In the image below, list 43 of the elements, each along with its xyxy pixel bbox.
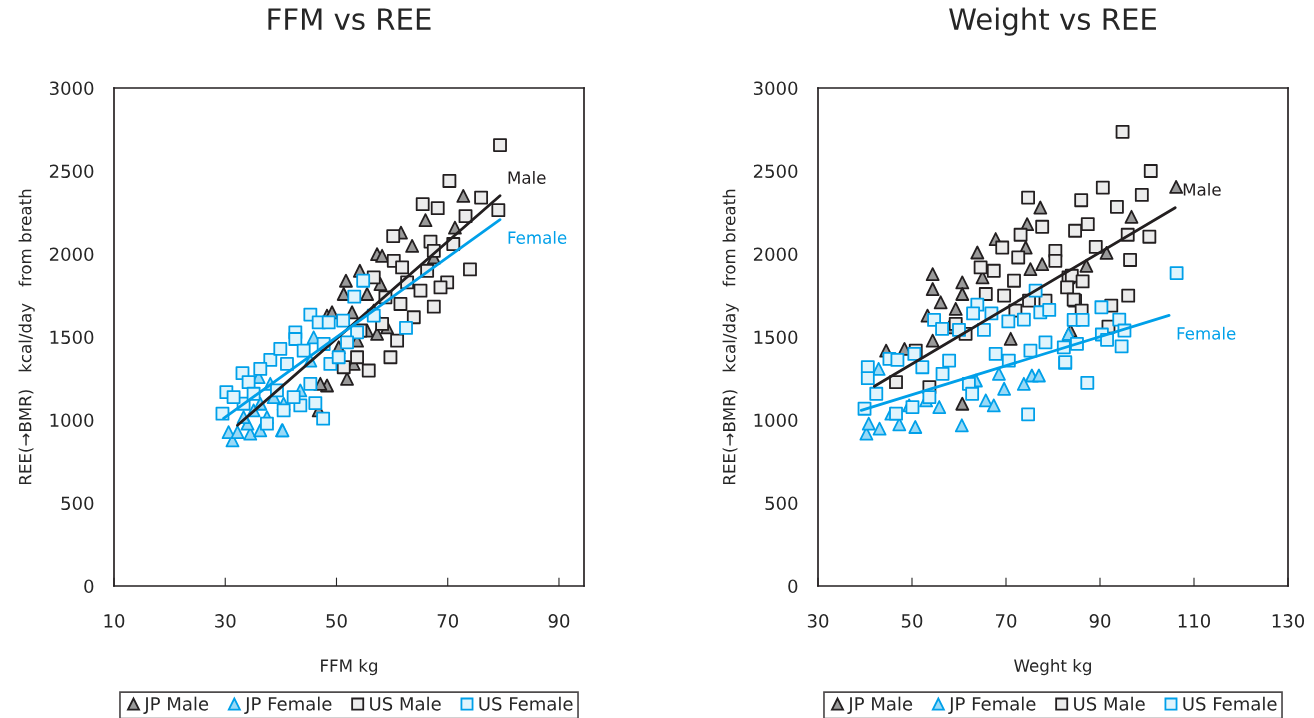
y-tick-label: 2500 [49, 164, 94, 179]
legend-label: US Male [1074, 696, 1145, 711]
x-tick-label: 90 [548, 614, 570, 628]
y-tick-label: 3000 [49, 81, 94, 96]
y-tick-label: 2000 [49, 247, 94, 262]
x-tick-label: 70 [437, 614, 459, 628]
y-tick-label: 1000 [50, 413, 94, 428]
legend-label: JP Female [948, 696, 1036, 714]
y-axis-title: REE(→BMR) kcal/day from breath [722, 189, 739, 485]
x-tick-label: 110 [1178, 614, 1211, 628]
y-tick-label: 3000 [753, 81, 798, 96]
series-label: Female [1177, 326, 1236, 340]
y-axis-title: REE(→BMR) kcal/day from breath [18, 189, 35, 485]
y-tick-label: 2000 [753, 247, 798, 262]
legend-label: JP Male [847, 696, 913, 714]
x-axis-title: FFM kg [321, 659, 378, 676]
x-tick-label: 50 [901, 614, 923, 628]
y-tick-label: 1000 [754, 413, 798, 428]
x-axis-title: Weght kg [1014, 659, 1091, 676]
x-tick-label: 50 [326, 614, 347, 628]
legend-label: US Female [479, 696, 573, 711]
legend-label: US Male [370, 696, 441, 711]
legend-label: JP Female [244, 696, 332, 714]
x-tick-label: 10 [104, 614, 125, 628]
chart-title: FFM vs REE [268, 8, 431, 31]
x-tick-label: 130 [1272, 614, 1305, 628]
y-tick-label: 500 [61, 496, 94, 511]
y-tick-label: 1500 [50, 330, 94, 345]
y-tick-label: 1500 [754, 330, 798, 345]
x-tick-label: 90 [1089, 614, 1111, 628]
legend-label: US Female [1183, 696, 1277, 711]
series-label: Male [508, 171, 546, 184]
series-label: Male [1183, 182, 1221, 196]
x-tick-label: 70 [995, 614, 1017, 628]
y-tick-label: 500 [765, 496, 798, 511]
y-tick-label: 2500 [753, 164, 798, 179]
series-label: Female [508, 231, 567, 244]
chart-title: Weight vs REE [949, 7, 1156, 36]
y-tick-label: 0 [84, 579, 94, 594]
y-tick-label: 0 [788, 579, 798, 594]
x-tick-label: 30 [807, 614, 829, 628]
legend-label: JP Male [143, 696, 209, 714]
x-tick-label: 30 [215, 614, 236, 628]
